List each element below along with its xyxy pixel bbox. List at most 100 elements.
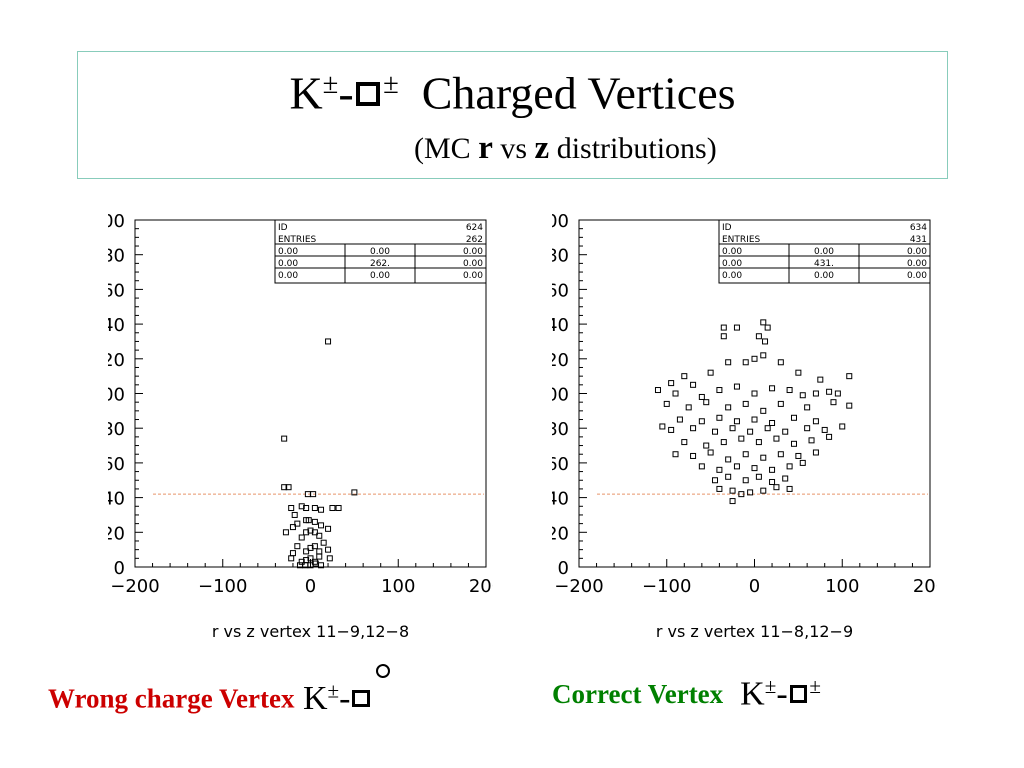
data-point <box>773 435 780 442</box>
data-point <box>329 505 336 512</box>
stats-id-value: 624 <box>466 223 483 233</box>
y-tick-label: 20 <box>108 523 125 544</box>
data-point <box>729 487 736 494</box>
stats-box: ID 634 ENTRIES 431 0.00 0.00 0.00 0.00 431. 0.00 0… <box>718 219 931 284</box>
data-point <box>672 451 679 458</box>
subtitle-open: (MC <box>414 132 471 165</box>
subtitle-vs: vs <box>500 132 528 165</box>
data-point <box>826 388 833 395</box>
y-tick-label: 80 <box>108 419 125 440</box>
data-point <box>762 338 769 345</box>
caption-wrong-label: Wrong charge Vertex <box>48 683 295 714</box>
subtitle-close: distributions) <box>556 132 717 165</box>
title-k: K <box>289 67 323 119</box>
data-point <box>698 463 705 470</box>
data-point <box>335 505 342 512</box>
data-point <box>316 548 323 555</box>
data-point <box>733 463 740 470</box>
data-point <box>799 459 806 466</box>
y-tick-label: 40 <box>552 489 569 510</box>
data-point <box>846 402 853 409</box>
caption-correct-pm-2: ± <box>809 674 821 698</box>
data-point <box>764 324 771 331</box>
stats-cell: 262. <box>370 259 390 269</box>
stats-frame <box>274 219 487 284</box>
data-point <box>725 404 732 411</box>
caption-correct-k: K <box>740 675 765 713</box>
data-point <box>826 433 833 440</box>
y-tick-label: 140 <box>108 315 125 336</box>
data-point <box>742 400 749 407</box>
stats-id-label: ID <box>722 223 732 233</box>
x-tick-label: 0 <box>305 576 316 597</box>
data-point <box>663 400 670 407</box>
stats-id-label: ID <box>278 223 288 233</box>
data-point <box>729 425 736 432</box>
stats-cell: 0.00 <box>722 271 742 281</box>
data-point <box>738 491 745 498</box>
data-point <box>755 473 762 480</box>
data-point <box>817 376 824 383</box>
data-point <box>307 544 314 551</box>
data-point <box>786 463 793 470</box>
data-point <box>812 390 819 397</box>
data-point <box>703 399 710 406</box>
caption-wrong-pm: ± <box>327 678 340 703</box>
data-point <box>846 373 853 380</box>
data-point <box>311 558 318 565</box>
caption-wrong: Wrong charge Vertex K±- <box>48 664 390 721</box>
x-tick-label: −100 <box>642 576 691 597</box>
data-point <box>285 484 292 491</box>
neutral-circle-icon <box>375 664 390 679</box>
data-point <box>729 498 736 505</box>
data-point <box>288 555 295 562</box>
y-tick-label: 100 <box>552 385 569 406</box>
data-point <box>320 539 327 546</box>
data-point <box>716 485 723 492</box>
data-point <box>751 416 758 423</box>
stats-cell: 0.00 <box>814 271 834 281</box>
data-point <box>298 558 305 565</box>
caption-correct-label: Correct Vertex <box>552 678 724 709</box>
data-point <box>747 489 754 496</box>
caption-correct-pm-1: ± <box>764 674 777 698</box>
data-point <box>311 518 318 525</box>
missing-glyph-icon <box>356 82 381 107</box>
x-tick-label: 200 <box>913 576 937 597</box>
title-box: K±- ± Charged Vertices (MC r vs z distrib… <box>77 51 948 179</box>
data-point <box>282 529 289 536</box>
data-point <box>733 324 740 331</box>
stats-cell: 0.00 <box>370 271 390 281</box>
data-point <box>281 435 288 442</box>
stats-id-value: 634 <box>910 223 927 233</box>
data-point <box>310 491 317 498</box>
stats-cell: 0.00 <box>722 259 742 269</box>
data-point <box>777 400 784 407</box>
stats-entries-label: ENTRIES <box>278 235 317 245</box>
y-tick-label: 200 <box>108 211 125 232</box>
data-point <box>676 416 683 423</box>
data-point <box>712 428 719 435</box>
data-point <box>298 503 305 510</box>
data-point <box>298 534 305 541</box>
caption-wrong-k: K <box>302 679 328 717</box>
data-point <box>311 505 318 512</box>
data-point <box>804 404 811 411</box>
missing-glyph-icon <box>352 689 371 708</box>
data-point <box>751 465 758 472</box>
data-point <box>318 522 325 529</box>
y-tick-label: 180 <box>552 246 569 267</box>
data-point <box>769 466 776 473</box>
data-point <box>795 452 802 459</box>
data-point <box>821 426 828 433</box>
data-point <box>720 333 727 340</box>
y-tick-label: 120 <box>108 350 125 371</box>
x-tick-label: 0 <box>749 576 760 597</box>
data-point <box>742 477 749 484</box>
data-point <box>307 527 314 534</box>
stats-cell: 0.00 <box>278 247 298 257</box>
data-point <box>790 440 797 447</box>
data-point <box>318 562 325 569</box>
data-point <box>834 390 841 397</box>
data-point <box>733 418 740 425</box>
